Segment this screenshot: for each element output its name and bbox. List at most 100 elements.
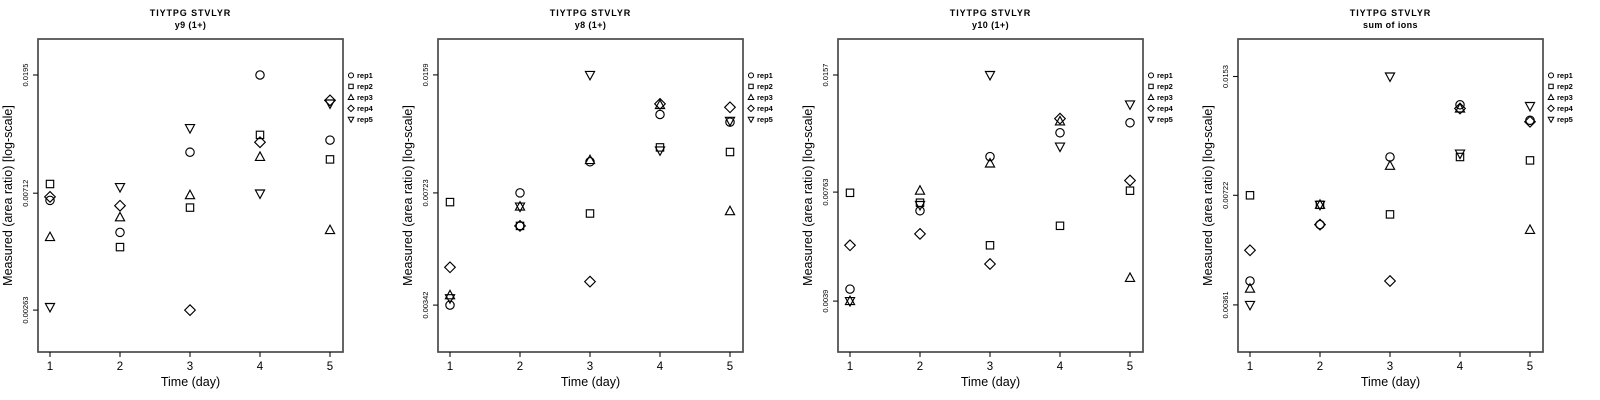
data-point-rep3-day5 bbox=[724, 205, 736, 216]
data-point-rep4-day1 bbox=[1243, 244, 1257, 257]
data-point-rep5-day3 bbox=[984, 70, 996, 82]
data-point-rep5-day5 bbox=[324, 99, 336, 110]
x-tick-label: 4 bbox=[257, 361, 264, 373]
data-point-rep1-day4 bbox=[1055, 128, 1065, 138]
chart-panel-y10: TIYTPG STVLYR y10 (1+) Measured (area rati… bbox=[800, 0, 1200, 400]
data-point-rep4-day5 bbox=[1523, 115, 1537, 128]
data-point-rep1-day1 bbox=[445, 300, 455, 310]
x-tick-label: 1 bbox=[47, 361, 53, 373]
data-point-rep4-day5 bbox=[323, 94, 337, 107]
data-point-rep2-day5 bbox=[1125, 186, 1135, 195]
data-point-rep5-day1 bbox=[44, 302, 56, 314]
data-point-rep5-day4 bbox=[1054, 142, 1066, 153]
data-point-rep1-day5 bbox=[1125, 118, 1135, 128]
data-point-rep5-day5 bbox=[1124, 100, 1136, 111]
y-tick-label: 0.00763 bbox=[821, 179, 830, 206]
legend-label-rep2: rep2 bbox=[1557, 82, 1573, 91]
legend-label-rep2: rep2 bbox=[357, 82, 373, 91]
chart-panel-y9: TIYTPG STVLYR y9 (1+) Measured (area ratio… bbox=[0, 0, 400, 400]
legend-marker-circle bbox=[1547, 72, 1555, 79]
data-point-rep5-day4 bbox=[654, 146, 666, 157]
legend-marker-triangle-up bbox=[1147, 93, 1155, 101]
legend-label-rep5: rep5 bbox=[1557, 115, 1573, 124]
y-tick-label: 0.00342 bbox=[421, 292, 430, 319]
data-point-rep1-day3 bbox=[985, 151, 995, 162]
data-point-rep1-day4 bbox=[255, 70, 265, 80]
x-tick-label: 5 bbox=[327, 361, 333, 373]
legend-label-rep3: rep3 bbox=[757, 93, 773, 102]
data-point-rep4-day4 bbox=[1453, 102, 1467, 115]
x-tick-label: 2 bbox=[517, 361, 523, 373]
chart-subtitle: sum of ions bbox=[1363, 20, 1418, 30]
data-point-rep5-day2 bbox=[114, 183, 126, 194]
y-tick-label: 0.0195 bbox=[21, 64, 30, 87]
data-point-rep2-day5 bbox=[725, 147, 735, 157]
data-point-rep5-day2 bbox=[514, 202, 526, 213]
x-tick-label: 3 bbox=[987, 361, 993, 373]
x-axis-label: Time (day) bbox=[961, 375, 1020, 389]
data-point-rep4-day2 bbox=[1313, 218, 1327, 231]
legend-marker-triangle-down bbox=[747, 116, 755, 124]
chart-svg-y8: TIYTPG STVLYR y8 (1+) Measured (area ratio… bbox=[400, 0, 800, 400]
data-point-rep2-day4 bbox=[255, 130, 265, 140]
data-point-rep3-day5 bbox=[1124, 271, 1136, 282]
chart-title: TIYTPG STVLYR bbox=[1350, 8, 1431, 18]
legend-marker-square bbox=[1548, 83, 1554, 90]
legend-marker-triangle-down bbox=[1147, 116, 1155, 124]
x-tick-label: 5 bbox=[727, 361, 733, 373]
legend-marker-circle bbox=[747, 72, 755, 79]
y-tick-label: 0.00722 bbox=[1221, 182, 1230, 209]
data-point-rep2-day4 bbox=[1055, 221, 1065, 231]
y-axis-label: Measured (area ratio) [log-scale] bbox=[1, 105, 15, 286]
data-point-rep3-day1 bbox=[44, 230, 56, 242]
legend-marker-square bbox=[348, 83, 354, 90]
data-point-rep4-day3 bbox=[983, 257, 997, 271]
plot-box bbox=[437, 38, 744, 353]
data-point-rep4-day2 bbox=[113, 199, 127, 212]
data-point-rep1-day2 bbox=[115, 227, 125, 238]
data-point-rep4-day5 bbox=[1123, 174, 1137, 187]
legend-marker-triangle-up bbox=[747, 93, 755, 101]
legend-label-rep5: rep5 bbox=[757, 115, 773, 124]
chart-title: TIYTPG STVLYR bbox=[950, 8, 1031, 18]
data-point-rep2-day3 bbox=[985, 241, 995, 250]
x-tick-label: 2 bbox=[1317, 361, 1323, 373]
legend-marker-triangle-up bbox=[1547, 93, 1555, 101]
data-point-rep5-day1 bbox=[444, 294, 456, 305]
x-tick-label: 3 bbox=[587, 361, 593, 373]
legend-marker-diamond bbox=[1547, 104, 1555, 113]
data-point-rep5-day1 bbox=[1244, 300, 1256, 312]
data-point-rep3-day1 bbox=[844, 294, 856, 306]
y-tick-label: 0.00723 bbox=[421, 179, 430, 206]
data-point-rep1-day1 bbox=[45, 195, 55, 206]
x-tick-label: 2 bbox=[117, 361, 123, 373]
x-tick-label: 5 bbox=[1127, 361, 1133, 373]
y-axis-label: Measured (area ratio) [log-scale] bbox=[801, 105, 815, 286]
x-tick-label: 1 bbox=[847, 361, 853, 373]
chart-panel-sum: TIYTPG STVLYR sum of ions Measured (area r… bbox=[1200, 0, 1600, 400]
data-point-rep4-day4 bbox=[253, 136, 267, 149]
data-point-rep1-day2 bbox=[1315, 219, 1325, 230]
legend-marker-triangle-down bbox=[347, 116, 355, 124]
data-point-rep1-day3 bbox=[185, 147, 195, 157]
data-point-rep2-day1 bbox=[1245, 191, 1255, 200]
data-point-rep5-day3 bbox=[1384, 72, 1396, 83]
chart-panel-y8: TIYTPG STVLYR y8 (1+) Measured (area ratio… bbox=[400, 0, 800, 400]
data-point-rep5-day3 bbox=[584, 70, 596, 82]
legend-label-rep3: rep3 bbox=[357, 93, 373, 102]
chart-subtitle: y8 (1+) bbox=[575, 20, 607, 30]
legend-label-rep1: rep1 bbox=[357, 71, 373, 80]
data-point-rep2-day3 bbox=[185, 203, 195, 212]
data-point-rep3-day5 bbox=[324, 223, 336, 235]
data-point-rep3-day2 bbox=[914, 184, 926, 195]
data-point-rep2-day5 bbox=[1525, 156, 1535, 165]
data-point-rep4-day3 bbox=[183, 303, 197, 317]
chart-title: TIYTPG STVLYR bbox=[550, 8, 631, 18]
y-tick-label: 0.00263 bbox=[21, 297, 30, 324]
legend-label-rep5: rep5 bbox=[1157, 115, 1173, 124]
data-point-rep3-day3 bbox=[984, 157, 996, 168]
data-point-rep3-day3 bbox=[584, 153, 596, 165]
legend-marker-diamond bbox=[1147, 104, 1155, 113]
legend-marker-circle bbox=[347, 72, 355, 79]
data-point-rep3-day1 bbox=[1244, 282, 1256, 293]
